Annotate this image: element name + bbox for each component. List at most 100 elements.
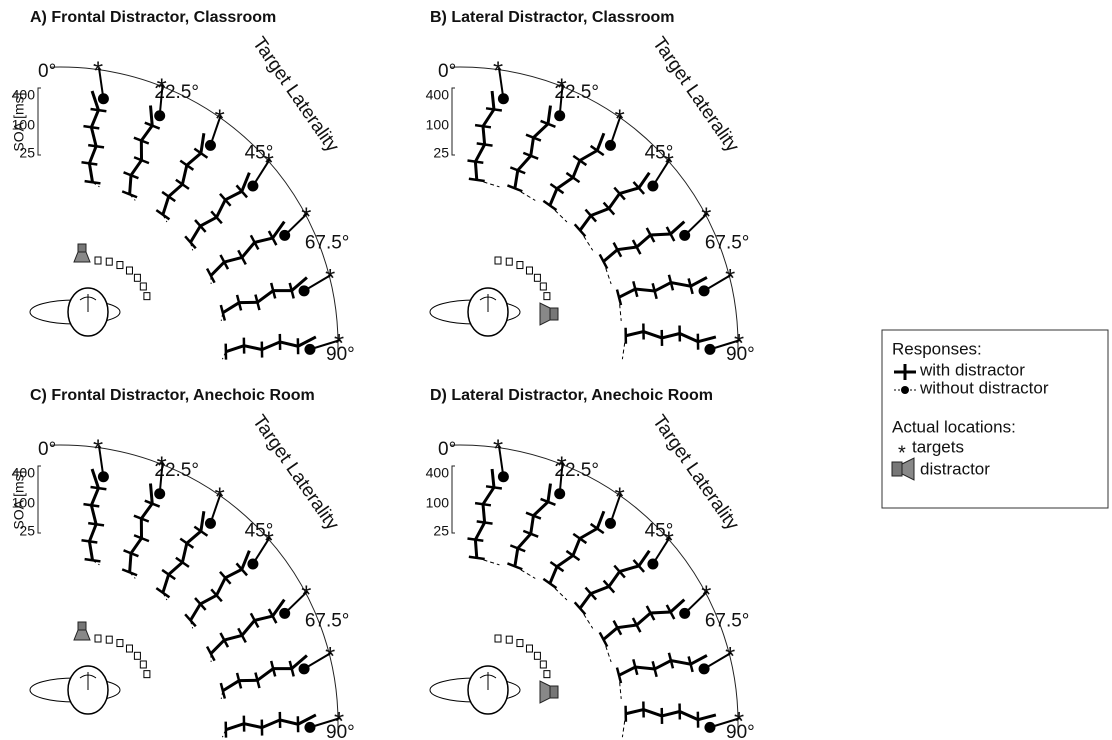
arc [50,66,339,355]
response-dashed [621,335,627,360]
angle-label: 22.5° [554,82,599,103]
speaker-small [494,256,502,265]
response-dashed [221,351,227,360]
response-without [97,93,109,105]
response-tick [235,294,243,311]
response-tick [573,223,587,238]
response-without [247,558,259,570]
response-with [513,483,552,567]
speaker-small [139,660,147,669]
soa-label: 400 [426,465,450,481]
response-tick [468,555,485,561]
response-dashed [621,713,627,738]
response-tick [665,226,676,242]
response-dashed [618,297,622,321]
head-face [79,294,97,312]
target: * [334,706,344,736]
response-with [161,133,206,216]
target: * [334,328,344,358]
response-tick [219,192,232,207]
target: * [301,579,311,609]
response-dashed [579,608,594,629]
response-tick [81,161,98,166]
response-with [602,598,686,641]
response-dashed [92,181,100,188]
soa-label: 100 [426,495,450,511]
speaker-small [533,273,541,282]
speaker-small [143,292,151,301]
speaker-small [133,651,141,660]
panel: D) Lateral Distractor, Anechoic Room 0° 22… [426,387,755,740]
distractor-speaker [549,307,559,321]
head-face [79,672,97,690]
speaker-small [116,639,124,648]
response-tick [144,499,161,508]
response-tick [602,201,616,216]
legend-star: * [898,442,906,464]
response-without [679,229,691,241]
response-dashed [162,214,168,223]
target: * [701,201,711,231]
speaker-small [94,634,102,643]
response-without [554,110,566,122]
response-dashed [220,312,224,322]
response-tick [509,166,526,175]
panel: C) Frontal Distractor, Anechoic Room 0° 22… [11,387,355,740]
response-tick [522,151,539,160]
response-with [473,90,496,180]
angle-label: 45° [645,142,674,163]
response-with [578,171,651,232]
response-dashed [92,559,100,566]
soa-bracket [37,465,41,534]
speaker-small [133,273,141,282]
response-tick [565,549,581,562]
response-tick [476,142,493,147]
response-tick [83,124,100,130]
response-tick [613,564,626,579]
response-tick [193,147,209,159]
response-tick [549,183,565,195]
angle-label: 0° [438,61,456,82]
response-tick [193,525,209,537]
response-without [97,471,109,483]
speaker-small [105,635,113,644]
response-tick [219,632,230,648]
response-tick [540,119,556,128]
response-tick [589,144,605,157]
response-tick [235,672,243,689]
response-tick [598,631,609,648]
legend-speaker-cone [901,457,915,481]
legend-box [881,329,1109,509]
angle-label: 90° [726,344,755,365]
response-with [578,549,651,610]
response-tick [572,532,588,545]
response-dashed [129,193,136,201]
soa-title: SOA [ms] [11,92,27,151]
response-tick [631,239,642,255]
response-without [298,663,310,675]
response-dashed [221,729,227,738]
response-tick [90,107,107,113]
speaker-small [94,256,102,265]
angle-label: 22.5° [154,82,199,103]
response-tick [205,267,216,284]
response-tick [602,579,616,594]
response-tick [467,537,484,542]
response-tick [249,234,260,251]
response-without [298,285,310,297]
response-with [618,654,708,677]
response-tick [123,171,139,180]
legend-speaker [891,461,903,477]
soa-label: 100 [12,117,36,133]
response-tick [667,652,675,669]
response-tick [468,177,485,183]
response-without [647,558,659,570]
response-without [154,488,166,500]
target: * [93,434,103,464]
speaker-small [143,670,151,679]
response-tick [219,304,227,321]
response-tick [667,274,675,291]
response-tick [254,672,261,689]
response-without [154,110,166,122]
panel-title: B) Lateral Distractor, Classroom [430,9,675,26]
